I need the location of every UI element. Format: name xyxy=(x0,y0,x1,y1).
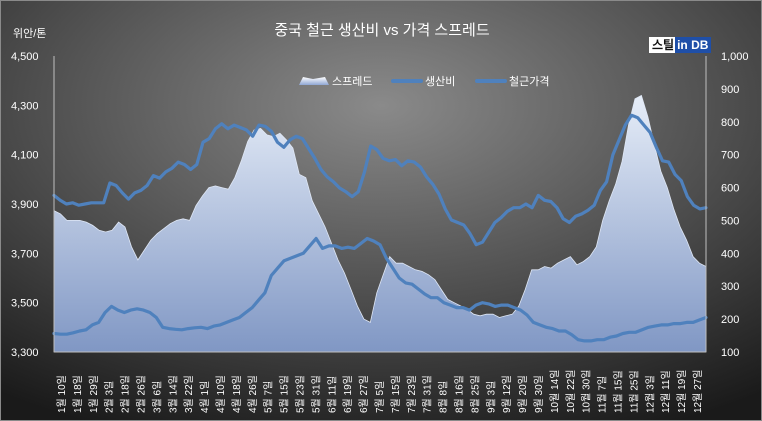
y-left-tick-label: 3,500 xyxy=(11,298,39,310)
x-tick-label: 5월 15일 xyxy=(279,375,291,413)
x-tick-label: 6월 11일 xyxy=(326,376,338,413)
x-tick-label: 3월 14일 xyxy=(167,375,179,413)
y-right-tick-label: 100 xyxy=(721,347,739,359)
x-tick-label: 2월 3일 xyxy=(104,381,116,413)
x-tick-label: 10월 22일 xyxy=(565,370,577,413)
axis-layer: 3,300 3,500 3,700 3,900 4,100 4,300 4,500 100 20… xyxy=(11,51,749,359)
x-tick-label: 3월 6일 xyxy=(151,381,163,413)
x-tick-label: 8월 8일 xyxy=(438,381,450,413)
y-left-tick-label: 3,900 xyxy=(11,199,39,211)
y-right-tick-label: 300 xyxy=(721,281,739,293)
y-right-tick-label: 800 xyxy=(721,117,739,129)
x-tick-label: 4월 18일 xyxy=(231,375,243,413)
x-tick-label: 9월 3일 xyxy=(485,381,497,413)
x-tick-label: 7월 23일 xyxy=(406,375,418,413)
x-tick-label: 12월 11일 xyxy=(660,370,672,413)
x-tick-label: 3월 22일 xyxy=(183,375,195,413)
legend-label-production-cost: 생산비 xyxy=(425,75,455,88)
y-left-tick-label: 4,500 xyxy=(11,51,39,63)
y-left-tick-label: 3,300 xyxy=(11,347,39,359)
x-tick-label: 1월 18일 xyxy=(72,375,84,413)
x-tick-label: 10월 14일 xyxy=(549,370,561,413)
y-right-tick-label: 200 xyxy=(721,314,739,326)
left-axis-unit: 위안/톤 xyxy=(13,27,46,40)
y-right-tick-label: 900 xyxy=(721,84,739,96)
x-tick-label: 9월 30일 xyxy=(533,375,545,413)
y-right-tick-label: 600 xyxy=(721,183,739,195)
x-tick-label: 7월 15일 xyxy=(390,375,402,413)
x-tick-label: 11월 25일 xyxy=(628,370,640,413)
legend-label-rebar-price: 철근가격 xyxy=(509,75,549,88)
spread-area-layer xyxy=(53,94,707,353)
x-tick-label: 4월 1일 xyxy=(199,381,211,413)
x-tick-label: 12월 19일 xyxy=(676,370,688,413)
x-tick-label: 5월 7일 xyxy=(263,381,275,413)
x-tick-label: 7월 5일 xyxy=(374,381,386,413)
y-left-tick-label: 4,100 xyxy=(11,150,39,162)
x-tick-label: 4월 26일 xyxy=(247,375,259,413)
x-tick-label: 11월 7일 xyxy=(597,376,609,413)
legend-item-production-cost: 생산비 xyxy=(391,75,455,88)
legend-item-spread: 스프레드 xyxy=(299,75,372,88)
y-right-tick-label: 500 xyxy=(721,215,739,227)
logo-text-part1: 스틸 xyxy=(649,37,676,53)
logo-text-part2: in DB xyxy=(675,37,712,53)
y-right-tick-label: 1,000 xyxy=(721,51,749,63)
chart-title: 중국 철근 생산비 vs 가격 스프레드 xyxy=(274,22,489,39)
x-tick-label: 11월 15일 xyxy=(613,370,625,413)
x-tick-label: 9월 20일 xyxy=(517,375,529,413)
legend: 스프레드 생산비 철근가격 xyxy=(299,75,549,88)
series-line-production-cost xyxy=(52,236,708,343)
series-area-spread xyxy=(53,94,707,353)
x-tick-label: 7월 31일 xyxy=(422,375,434,413)
legend-swatch-spread xyxy=(299,77,329,85)
x-tick-label: 5월 31일 xyxy=(310,375,322,413)
legend-label-spread: 스프레드 xyxy=(332,75,372,88)
x-tick-label: 12월 3일 xyxy=(644,375,656,413)
x-tick-label: 2월 26일 xyxy=(136,375,148,413)
x-tick-label: 12월 27일 xyxy=(692,370,704,413)
x-tick-label: 2월 18일 xyxy=(120,375,132,413)
x-axis-labels: 1월 10일 1월 18일 1월 29일 2월 3일 2월 18일 2월 26일 3월 6일… xyxy=(56,370,704,413)
y-left-tick-label: 4,300 xyxy=(11,100,39,112)
x-tick-label: 1월 29일 xyxy=(88,375,100,413)
x-tick-label: 10월 30일 xyxy=(581,370,593,413)
x-tick-label: 9월 12일 xyxy=(501,375,513,413)
x-tick-label: 5월 23일 xyxy=(295,375,307,413)
steelindb-logo: 스틸 in DB xyxy=(649,37,712,53)
x-tick-label: 6월 27일 xyxy=(358,375,370,413)
x-tick-label: 8월 25일 xyxy=(469,375,481,413)
y-right-tick-label: 700 xyxy=(721,150,739,162)
y-left-tick-label: 3,700 xyxy=(11,248,39,260)
series-line-rebar-price xyxy=(52,113,708,247)
x-tick-label: 8월 16일 xyxy=(454,375,466,413)
y-right-tick-label: 400 xyxy=(721,248,739,260)
legend-item-rebar-price: 철근가격 xyxy=(475,75,549,88)
x-tick-label: 4월 10일 xyxy=(215,375,227,413)
x-tick-label: 1월 10일 xyxy=(56,375,68,413)
x-tick-label: 6월 19일 xyxy=(342,375,354,413)
line-layer xyxy=(52,113,708,343)
